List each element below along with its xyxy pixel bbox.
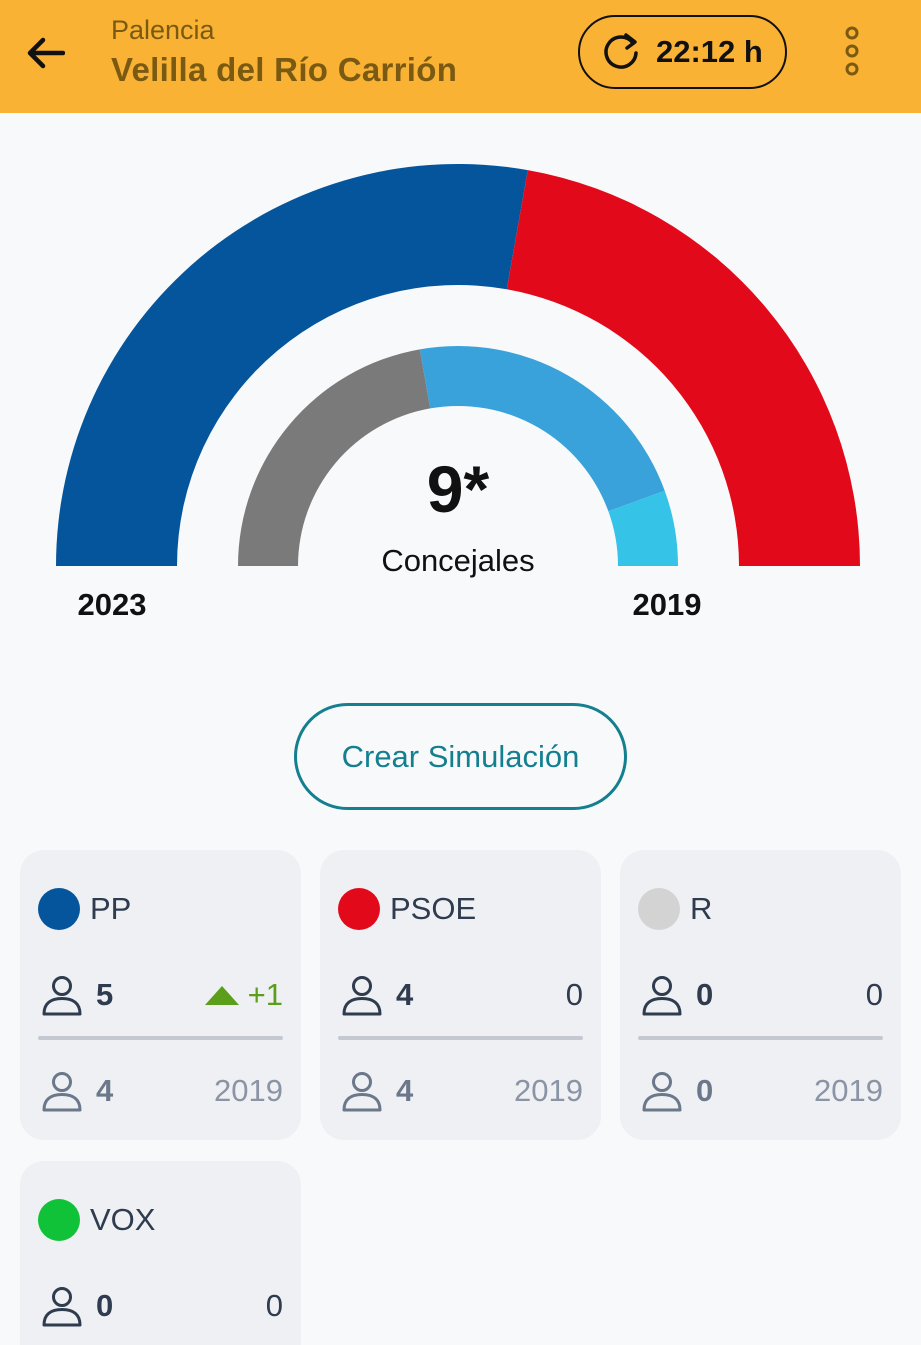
- party-card-pp[interactable]: PP 5 +1 4 2019: [20, 850, 301, 1140]
- previous-seats-row: 4 2019: [340, 1066, 583, 1116]
- party-color-dot: [638, 888, 680, 930]
- party-card-vox[interactable]: VOX 0 0: [20, 1161, 301, 1345]
- party-name: R: [690, 891, 713, 926]
- location-titles: Palencia Velilla del Río Carrión: [111, 14, 457, 94]
- party-color-dot: [38, 1199, 80, 1241]
- create-simulation-button[interactable]: Crear Simulación: [294, 703, 627, 810]
- current-seats-count: 4: [396, 977, 414, 1012]
- top-app-bar: Palencia Velilla del Río Carrión 22:12 h: [0, 0, 921, 113]
- back-button[interactable]: [20, 28, 70, 78]
- previous-seats-count: 4: [96, 1073, 114, 1108]
- seat-change-value: 0: [865, 977, 883, 1012]
- previous-seats-count: 4: [396, 1073, 414, 1108]
- seat-change: +1: [204, 977, 283, 1013]
- update-time: 22:12 h: [656, 34, 763, 69]
- party-card-psoe[interactable]: PSOE 4 0 4 2019: [320, 850, 601, 1140]
- seat-change-value: 0: [265, 1288, 283, 1323]
- person-icon: [642, 976, 682, 1016]
- previous-seats-row: 4 2019: [40, 1066, 283, 1116]
- refresh-time-button[interactable]: 22:12 h: [578, 15, 787, 89]
- previous-seats-row: 0 2019: [640, 1066, 883, 1116]
- party-card-r[interactable]: R 0 0 0 2019: [620, 850, 901, 1140]
- slice-2019-segment-3: [608, 490, 678, 566]
- party-header: PSOE: [338, 888, 476, 930]
- current-seats-row: 5 +1: [40, 970, 283, 1020]
- current-seats-row: 0 0: [40, 1281, 283, 1331]
- person-icon: [42, 1072, 82, 1112]
- current-seats-count: 0: [96, 1288, 114, 1323]
- province-label: Palencia: [111, 15, 215, 45]
- previous-year: 2019: [814, 1073, 883, 1108]
- more-options-button[interactable]: [830, 22, 874, 84]
- current-seats-count: 0: [696, 977, 714, 1012]
- slice-2023-pp: [56, 164, 528, 566]
- current-seats-count: 5: [96, 977, 114, 1012]
- person-icon: [642, 1072, 682, 1112]
- previous-seats-count: 0: [696, 1073, 714, 1108]
- person-icon: [342, 976, 382, 1016]
- seat-change-value: +1: [247, 977, 283, 1012]
- arrow-up-icon: [204, 986, 239, 1005]
- seat-change-value: 0: [565, 977, 583, 1012]
- divider: [338, 1036, 583, 1040]
- party-name: VOX: [90, 1202, 156, 1237]
- party-color-dot: [338, 888, 380, 930]
- more-vert-icon: [845, 26, 859, 76]
- person-icon: [342, 1072, 382, 1112]
- seats-caption: Concejales: [381, 543, 534, 578]
- arrow-left-icon: [27, 37, 65, 69]
- divider: [638, 1036, 883, 1040]
- seats-hemicycle-chart: 9* Concejales 2023 2019: [0, 113, 921, 673]
- outer-ring-year-label: 2023: [78, 587, 147, 622]
- current-seats-row: 0 0: [640, 970, 883, 1020]
- slice-2019-segment-1: [238, 349, 431, 566]
- slice-2019-segment-2: [419, 346, 665, 512]
- current-seats-row: 4 0: [340, 970, 583, 1020]
- refresh-icon: [604, 33, 638, 69]
- party-header: PP: [38, 888, 131, 930]
- party-name: PSOE: [390, 891, 477, 926]
- previous-year: 2019: [514, 1073, 583, 1108]
- previous-year: 2019: [214, 1073, 283, 1108]
- slice-2023-psoe: [506, 170, 860, 566]
- person-icon: [42, 976, 82, 1016]
- seats-total: 9*: [427, 452, 490, 526]
- inner-ring-year-label: 2019: [633, 587, 702, 622]
- party-header: VOX: [38, 1199, 155, 1241]
- town-title: Velilla del Río Carrión: [111, 51, 458, 88]
- party-color-dot: [38, 888, 80, 930]
- divider: [38, 1036, 283, 1040]
- party-header: R: [638, 888, 712, 930]
- person-icon: [42, 1287, 82, 1327]
- party-name: PP: [90, 891, 132, 926]
- hemicycle-svg: 9* Concejales 2023 2019: [56, 164, 860, 622]
